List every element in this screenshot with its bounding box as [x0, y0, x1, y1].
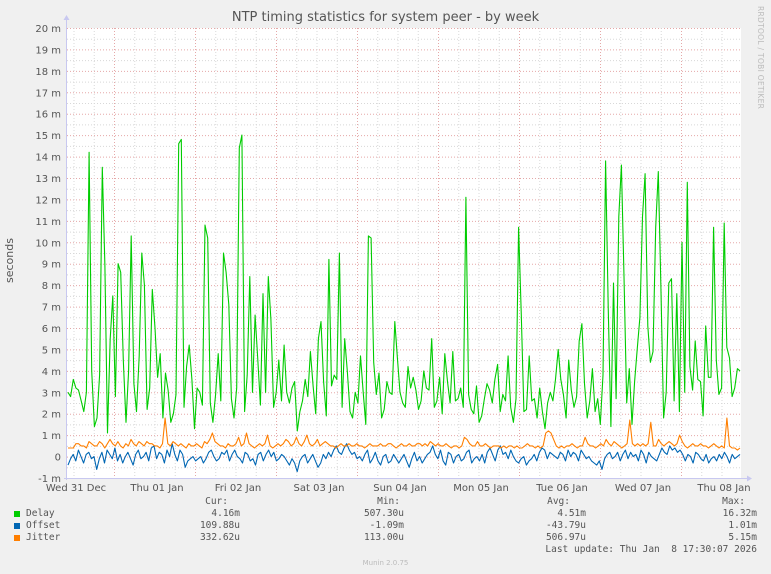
legend-avg-value: 506.97u	[545, 532, 586, 543]
x-tick-label: Thu 01 Jan	[129, 483, 183, 494]
y-tick-label: 11 m	[35, 217, 61, 228]
legend-swatch-jitter	[14, 535, 20, 541]
plot-area: -1 m 0 1 m 2 m 3 m 4 m 5 m 6 m 7 m 8 m 9 m 10 m 11 m…	[35, 15, 752, 494]
legend-header-min: Min:	[377, 496, 400, 507]
y-tick-label: 4 m	[42, 367, 61, 378]
y-tick-label: 9 m	[42, 260, 61, 271]
legend-cur-value: 109.88u	[199, 520, 240, 531]
y-tick-label: 8 m	[42, 281, 61, 292]
legend-cur-value: 4.16m	[211, 508, 240, 519]
legend-cur-value: 332.62u	[199, 532, 240, 543]
y-tick-label: 20 m	[35, 24, 61, 35]
y-tick-label: 18 m	[35, 67, 61, 78]
x-tick-label: Tue 06 Jan	[535, 483, 588, 494]
series-line-jitter	[68, 417, 741, 451]
legend-header-avg: Avg:	[547, 496, 570, 507]
y-tick-label: 6 m	[42, 324, 61, 335]
series-line-delay	[67, 134, 741, 434]
legend-header-max: Max:	[722, 496, 745, 507]
x-tick-label: Fri 02 Jan	[215, 483, 261, 494]
legend-min-value: 507.30u	[363, 508, 404, 519]
legend-swatch-offset	[14, 523, 20, 529]
legend-min-value: 113.00u	[363, 532, 404, 543]
x-tick-label: Mon 05 Jan	[453, 483, 509, 494]
y-axis-arrow-icon	[63, 15, 70, 20]
legend-max-value: 1.01m	[728, 520, 757, 531]
legend-series-name: Delay	[26, 508, 55, 519]
y-tick-label: -1 m	[38, 474, 61, 485]
y-tick-label: 13 m	[35, 174, 61, 185]
legend-header-cur: Cur:	[205, 496, 228, 507]
chart-title: NTP timing statistics for system peer - …	[231, 10, 540, 25]
series-line-offset	[67, 443, 741, 473]
x-tick-label: Thu 08 Jan	[696, 483, 750, 494]
x-tick-label: Sat 03 Jan	[294, 483, 345, 494]
x-tick-label: Sun 04 Jan	[373, 483, 427, 494]
legend-series-name: Jitter	[26, 532, 61, 543]
last-update: Last update: Thu Jan 8 17:30:07 2026	[545, 544, 757, 555]
legend-swatch-delay	[14, 511, 20, 517]
y-tick-label: 0	[55, 453, 61, 464]
y-tick-label: 10 m	[35, 238, 61, 249]
legend-avg-value: -43.79u	[545, 520, 586, 531]
rrdtool-watermark: RRDTOOL / TOBI OETIKER	[756, 6, 765, 110]
y-tick-label: 7 m	[42, 303, 61, 314]
legend-max-value: 16.32m	[722, 508, 757, 519]
munin-version: Munin 2.0.75	[362, 559, 409, 567]
y-tick-label: 2 m	[42, 410, 61, 421]
y-tick-label: 5 m	[42, 345, 61, 356]
legend-avg-value: 4.51m	[557, 508, 586, 519]
y-tick-label: 12 m	[35, 195, 61, 206]
y-tick-label: 16 m	[35, 110, 61, 121]
legend-min-value: -1.09m	[369, 520, 404, 531]
y-tick-label: 19 m	[35, 45, 61, 56]
y-tick-label: 15 m	[35, 131, 61, 142]
x-tick-label: Wed 07 Jan	[615, 483, 671, 494]
y-tick-label: 3 m	[42, 388, 61, 399]
legend-max-value: 5.15m	[728, 532, 757, 543]
x-tick-label: Wed 31 Dec	[46, 483, 106, 494]
x-axis-arrow-icon	[747, 475, 752, 482]
legend-series-name: Offset	[26, 520, 61, 531]
y-tick-label: 14 m	[35, 153, 61, 164]
y-tick-label: 17 m	[35, 88, 61, 99]
y-tick-label: 1 m	[42, 431, 61, 442]
